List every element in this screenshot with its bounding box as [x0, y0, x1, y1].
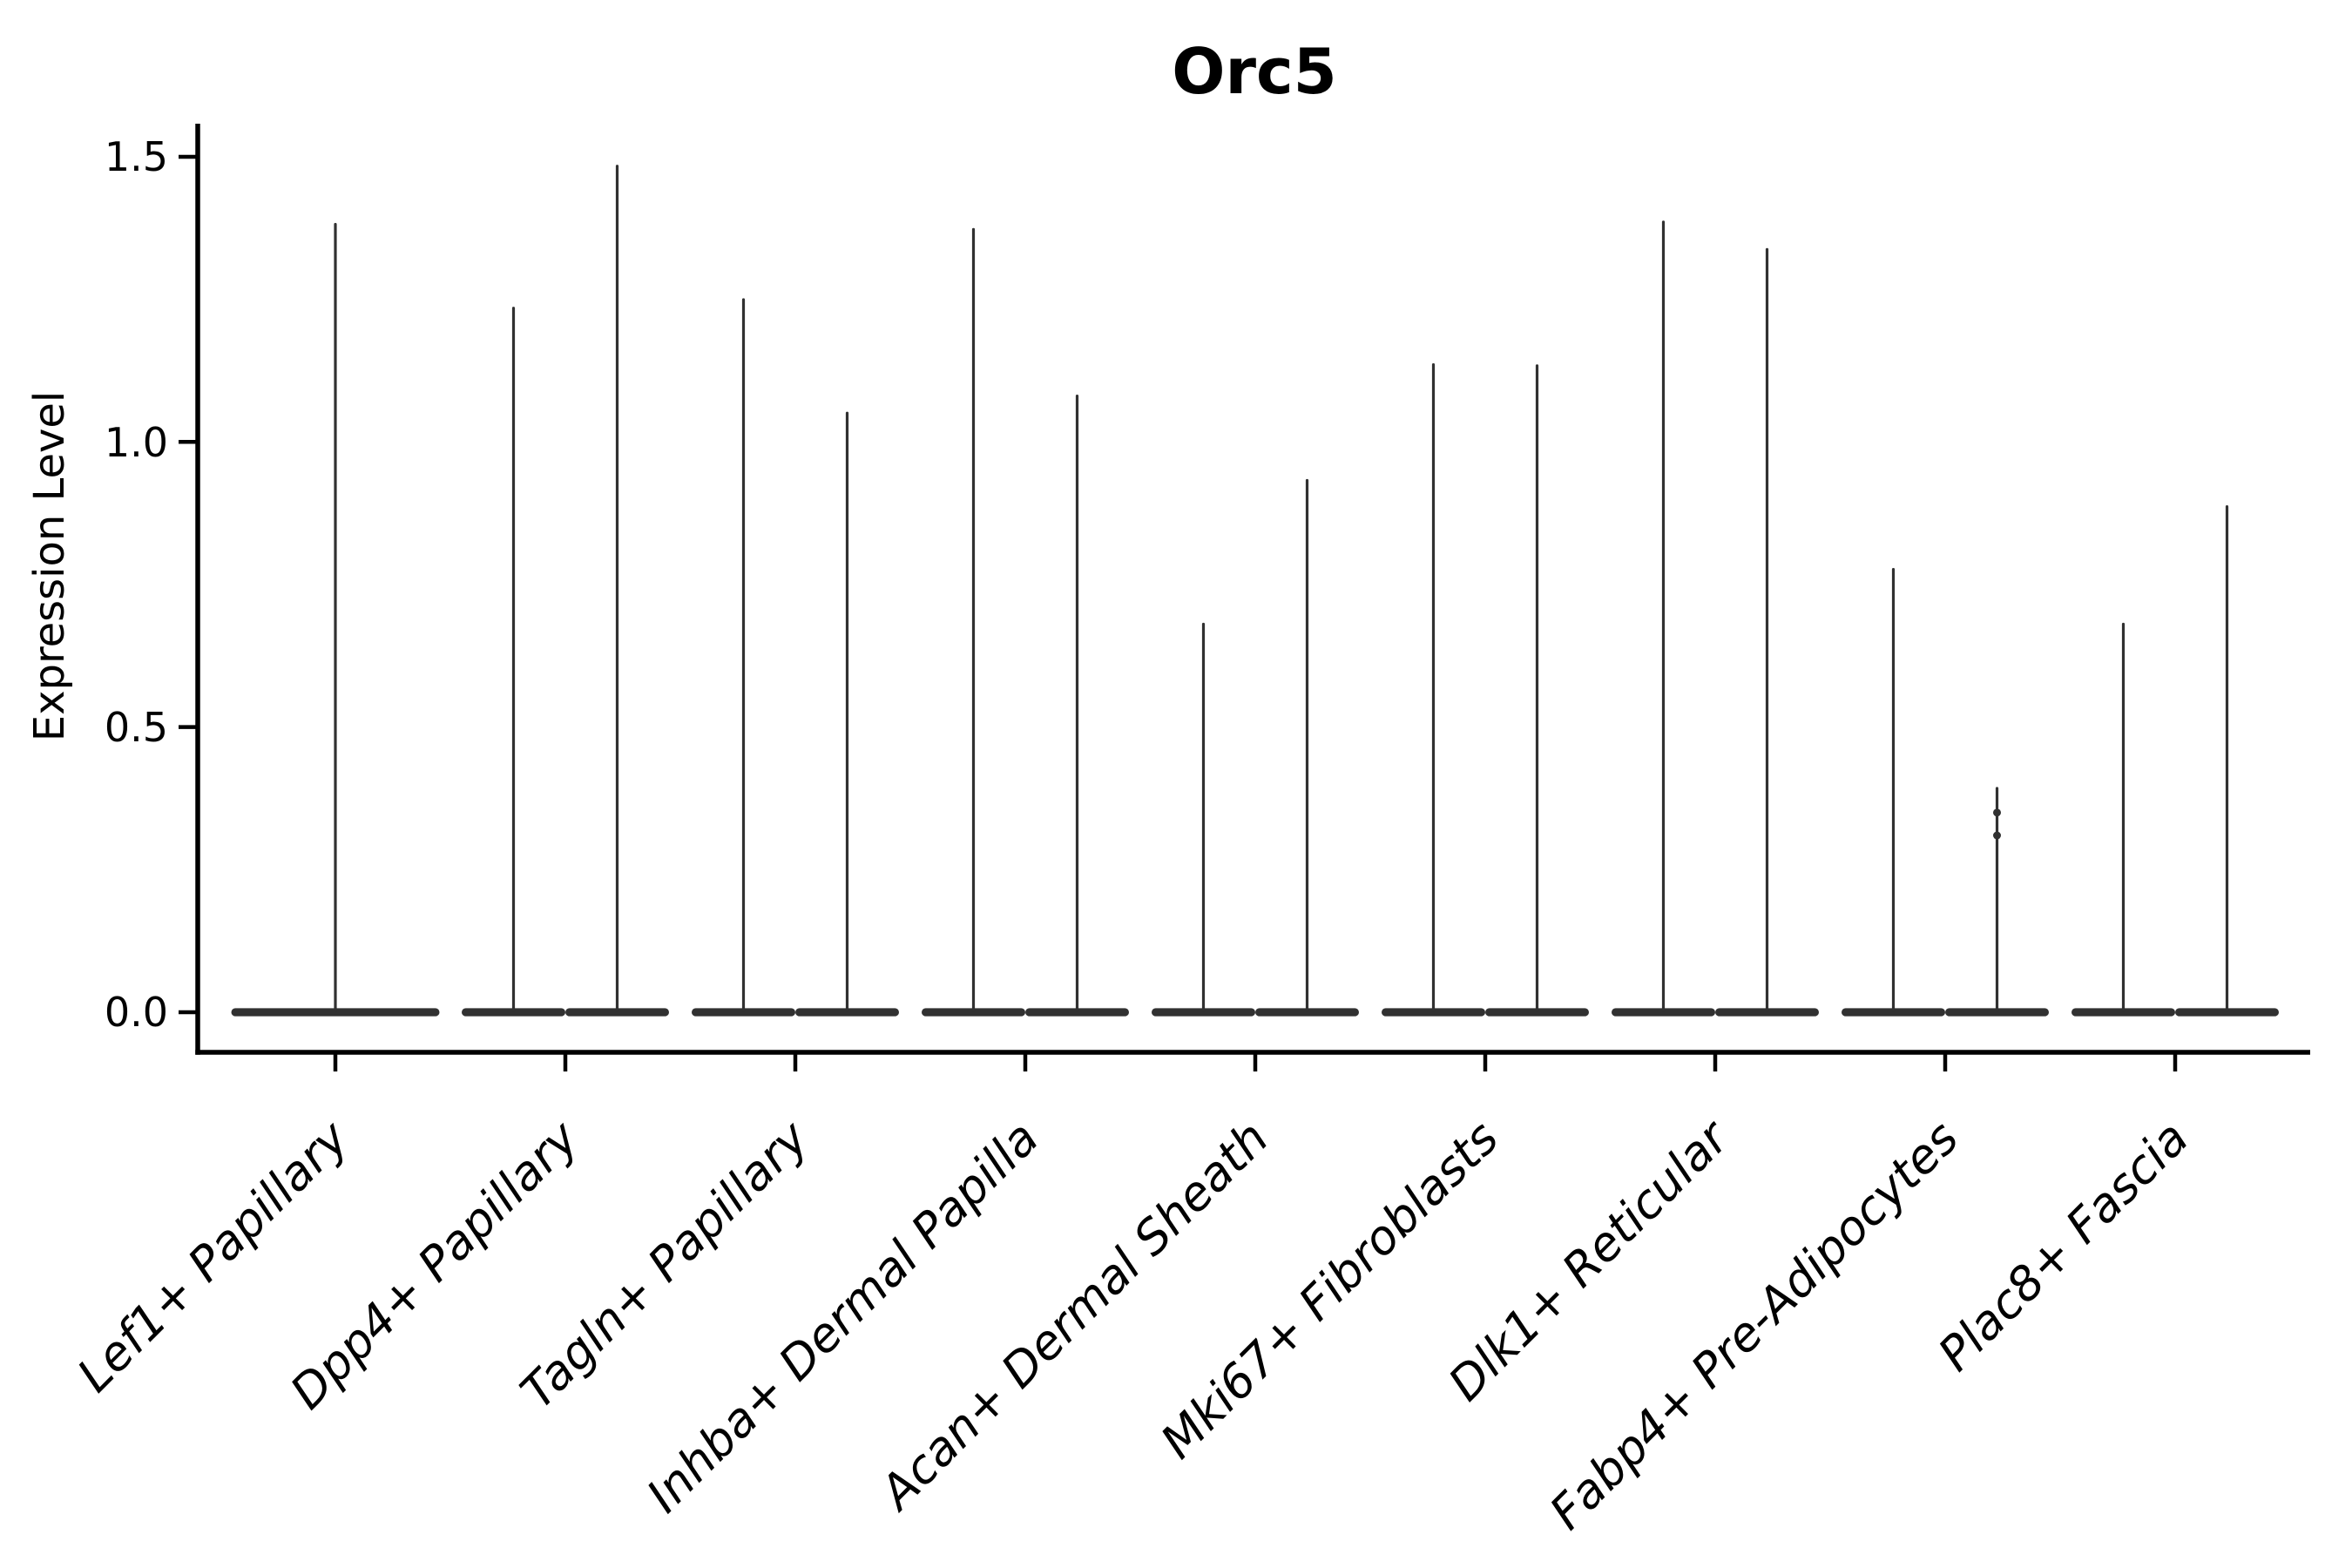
- violin-spike: [1891, 567, 1896, 1012]
- x-tick-label-plac8-fascia: Plac8+ Fascia: [1928, 1111, 2199, 1382]
- violin-spike: [1431, 362, 1436, 1012]
- x-tick-label-inhba-dermal-papilla: Inhba+ Dermal Papilla: [636, 1111, 1049, 1524]
- y-axis-label: Expression Level: [25, 391, 74, 742]
- violin-spike: [1765, 247, 1769, 1012]
- violin-spike: [511, 307, 516, 1012]
- x-tick-label-fabp4-pre-adipocytes: Fabp4+ Pre-Adipocytes: [1539, 1111, 1969, 1540]
- data-point-dot: [1993, 831, 2001, 840]
- violin-spike: [971, 227, 976, 1013]
- y-tick-label-0-5: 0.5: [105, 704, 168, 751]
- violin-spike: [1305, 478, 1309, 1012]
- y-tick-label-0: 0.0: [105, 989, 168, 1036]
- chart-title: Orc5: [1172, 35, 1337, 108]
- violin-spike: [615, 165, 619, 1013]
- violin-spike: [845, 411, 849, 1012]
- violin-spike: [2121, 622, 2126, 1012]
- x-tick-label-acan-dermal-sheath: Acan+ Dermal Sheath: [868, 1111, 1279, 1522]
- violin-spike: [334, 222, 337, 1012]
- violin-spike: [1535, 364, 1539, 1012]
- violin-spike: [2225, 504, 2229, 1012]
- violin-spike: [1201, 622, 1206, 1012]
- violin-spike: [1995, 787, 1999, 1012]
- plot-area: [179, 124, 2310, 1071]
- y-tick-label-1-0: 1.0: [105, 419, 168, 466]
- y-tick-label-1-5: 1.5: [105, 133, 168, 180]
- data-point-dot: [1993, 808, 2001, 817]
- violin-spike: [1661, 220, 1666, 1013]
- violin-spike: [1075, 394, 1079, 1012]
- violin-spike: [741, 298, 746, 1012]
